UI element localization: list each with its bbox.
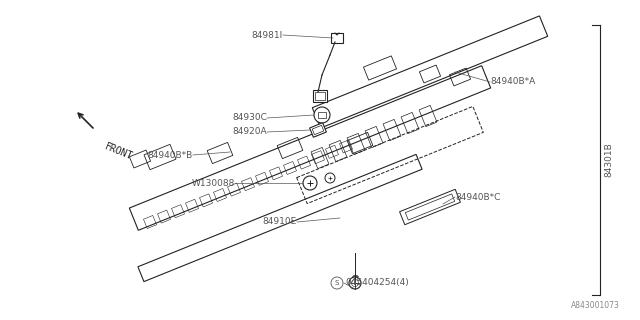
Circle shape (331, 277, 343, 289)
Circle shape (349, 277, 361, 289)
Text: 84940B*B: 84940B*B (148, 150, 193, 159)
Text: 84920A: 84920A (232, 127, 267, 137)
Circle shape (325, 173, 335, 183)
Text: S: S (335, 280, 339, 286)
Text: A843001073: A843001073 (571, 301, 620, 310)
Text: 84981I: 84981I (252, 30, 283, 39)
Polygon shape (310, 123, 326, 137)
Text: W130088: W130088 (191, 179, 235, 188)
Text: 84910E: 84910E (263, 218, 297, 227)
Polygon shape (313, 90, 327, 102)
Text: 84930C: 84930C (232, 114, 267, 123)
Text: 84940B*A: 84940B*A (490, 77, 535, 86)
Circle shape (314, 107, 330, 123)
Text: FRONT: FRONT (103, 142, 134, 162)
Text: 045404254(4): 045404254(4) (345, 278, 409, 287)
Polygon shape (331, 33, 343, 43)
Text: 84940B*C: 84940B*C (455, 193, 500, 202)
Circle shape (303, 176, 317, 190)
Text: 84301B: 84301B (604, 143, 613, 177)
